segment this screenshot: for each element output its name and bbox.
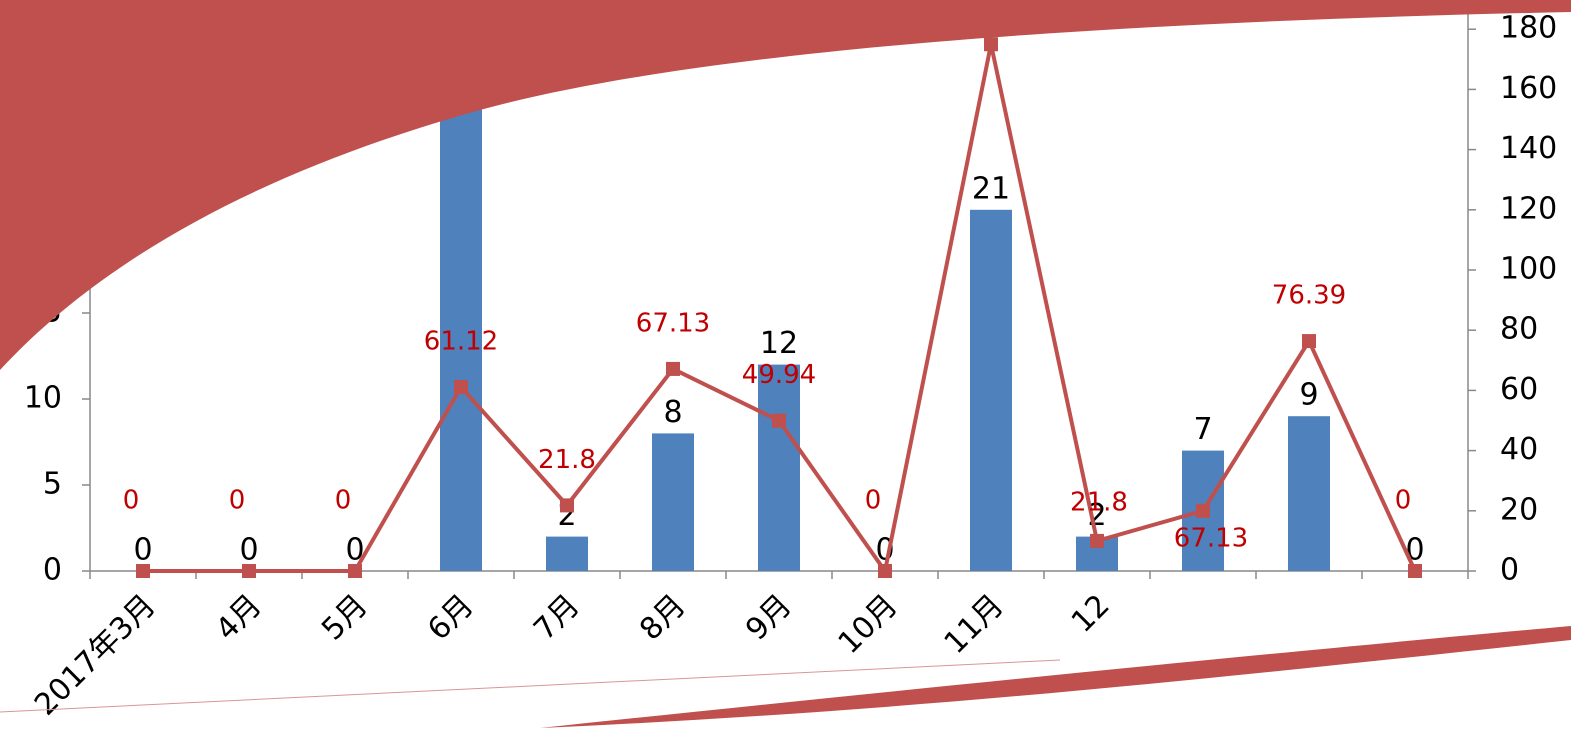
y-tick-label: 0 [43, 553, 62, 588]
x-tick-label: 9月 [739, 588, 798, 647]
bar-label: 0 [239, 533, 258, 568]
bar [546, 536, 588, 571]
line-label: 49.94 [742, 360, 816, 390]
y2-tick-label: 0 [1500, 553, 1519, 588]
line-marker [1408, 564, 1422, 578]
x-tick-label: 6月 [421, 588, 480, 647]
line-marker [984, 37, 998, 52]
bar [1288, 416, 1330, 571]
y2-tick-label: 60 [1500, 372, 1538, 407]
y2-tick-label: 140 [1500, 131, 1557, 166]
bar [440, 55, 482, 571]
line-marker [454, 380, 468, 395]
line-label: 21.8 [538, 445, 596, 475]
bar-label: 8 [663, 395, 682, 430]
x-tick-label: 12 [1065, 588, 1117, 640]
y2-tick-label: 80 [1500, 312, 1538, 347]
decor-swoosh-bottom [540, 626, 1571, 728]
line-label: 67.13 [636, 308, 710, 338]
x-tick-label: 8月 [633, 588, 692, 647]
x-tick-label: 11月 [938, 588, 1011, 661]
bar-label: 0 [133, 533, 152, 568]
y-tick-label: 5 [43, 467, 62, 502]
line-marker [136, 564, 150, 578]
y2-tick-label: 20 [1500, 492, 1538, 527]
bar [758, 364, 800, 571]
x-tick-label: 7月 [527, 588, 586, 647]
x-tick-label: 4月 [209, 588, 268, 647]
bar-label: 21 [972, 171, 1010, 206]
line-marker [772, 413, 786, 428]
line-marker [560, 498, 574, 513]
decor-swoosh-top [0, 0, 1571, 370]
y2-tick-label: 40 [1500, 432, 1538, 467]
y2-tick-label: 180 [1500, 11, 1557, 46]
line-marker [1090, 533, 1104, 548]
y2-tick-label: 100 [1500, 252, 1557, 287]
y-tick-label: 10 [24, 381, 62, 416]
line-marker [1196, 503, 1210, 518]
annotation: 67.13 [1174, 524, 1248, 554]
x-tick-label: 10月 [832, 588, 905, 661]
line-label: 0 [335, 486, 352, 516]
bar [970, 209, 1012, 572]
y2-tick-label: 120 [1500, 191, 1557, 226]
line-marker [1302, 334, 1316, 349]
bar-label: 9 [1299, 378, 1318, 413]
line-marker [348, 564, 362, 578]
bar-label: 12 [760, 326, 798, 361]
bar-label: 0 [1405, 533, 1424, 568]
line-label: 0 [123, 486, 140, 516]
line-label: 0 [229, 486, 246, 516]
x-tick-label: 5月 [315, 588, 374, 647]
line-label: 0 [865, 486, 882, 516]
bar-label: 7 [1193, 412, 1212, 447]
annotation: 21.8 [1070, 488, 1128, 518]
x-tick-label: 2017年3月 [28, 588, 163, 723]
line-marker [666, 361, 680, 376]
line-label: 0 [1395, 486, 1412, 516]
line-marker [878, 564, 892, 578]
line-marker [242, 564, 256, 578]
line-label: 76.39 [1272, 281, 1346, 311]
line-label: 61.12 [424, 327, 498, 357]
y2-tick-label: 160 [1500, 71, 1557, 106]
bar [652, 433, 694, 571]
